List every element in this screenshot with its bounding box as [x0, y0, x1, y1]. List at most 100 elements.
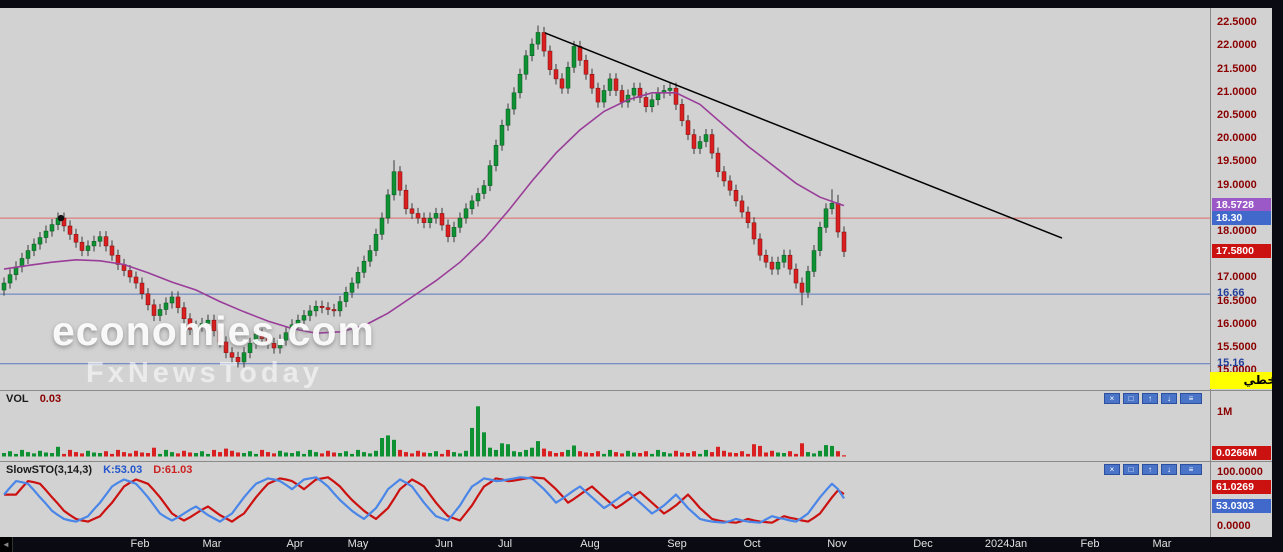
candle-body [259, 333, 265, 339]
stochastic-chart[interactable] [0, 462, 1210, 537]
volume-bar [626, 450, 630, 457]
volume-bar [38, 450, 42, 457]
volume-bar [254, 453, 258, 457]
candle-body [457, 217, 463, 228]
volume-bar [746, 453, 750, 457]
volume-panel-value: 0.03 [39, 393, 62, 405]
time-axis-month: Aug [580, 538, 600, 550]
candle-body [85, 245, 91, 251]
candle-body [133, 276, 139, 284]
volume-bar [566, 449, 570, 457]
candle-body [199, 323, 205, 327]
candle-body [607, 78, 613, 91]
candle-body [547, 50, 553, 70]
candle-body [421, 217, 427, 223]
candle-body [517, 73, 523, 94]
volume-bar [644, 451, 648, 457]
sto-axis-bottom-label: 0.0000 [1217, 520, 1251, 532]
time-axis-month: Jun [435, 538, 453, 550]
candle-body [253, 333, 259, 344]
volume-bar [20, 449, 24, 457]
menu-icon[interactable]: ≡ [1180, 464, 1202, 475]
volume-bar [44, 452, 48, 457]
price-badge: 18.5728 [1212, 198, 1271, 212]
arrow-up-icon[interactable]: ↑ [1142, 393, 1158, 404]
candle-body [37, 237, 43, 245]
time-axis-month: Mar [202, 538, 222, 550]
scale-toggle-button[interactable]: خطي [1210, 372, 1283, 389]
price-tick-label: 19.5000 [1217, 155, 1257, 167]
volume-bar [542, 448, 546, 457]
volume-bar [206, 453, 210, 457]
volume-bar [194, 453, 198, 457]
candle-body [355, 272, 361, 284]
close-icon[interactable]: × [1104, 464, 1120, 475]
volume-bar [578, 451, 582, 457]
volume-panel[interactable]: VOL 0.03 × □ ↑ ↓ ≡ [0, 390, 1210, 461]
volume-bar [230, 450, 234, 457]
volume-bar [608, 449, 612, 457]
volume-bar [476, 406, 480, 457]
volume-bar [710, 452, 714, 457]
arrow-down-icon[interactable]: ↓ [1161, 464, 1177, 475]
candle-body [775, 261, 781, 270]
candle-body [367, 250, 373, 262]
candle-body [391, 171, 397, 196]
close-icon[interactable]: × [1104, 393, 1120, 404]
volume-bar [494, 449, 498, 457]
candle-body [439, 213, 445, 226]
volume-bar [452, 452, 456, 457]
candle-body [811, 250, 817, 272]
volume-bar [632, 452, 636, 457]
price-chart-panel[interactable]: economies.com FxNewsToday [0, 8, 1210, 390]
time-axis-month: Dec [913, 538, 933, 550]
stochastic-panel-buttons: × □ ↑ ↓ ≡ [1104, 464, 1202, 475]
stochastic-panel-title: SlowSTO(3,14,3) [6, 464, 92, 476]
candle-body [787, 254, 793, 270]
candle-body [295, 319, 301, 326]
maximize-icon[interactable]: □ [1123, 393, 1139, 404]
price-tick-label: 20.5000 [1217, 109, 1257, 121]
volume-bar [488, 447, 492, 457]
candle-body [655, 92, 661, 101]
maximize-icon[interactable]: □ [1123, 464, 1139, 475]
volume-bar [782, 453, 786, 457]
candle-body [571, 46, 577, 68]
scroll-left-button[interactable]: ◄ [0, 537, 13, 552]
volume-bar [128, 453, 132, 457]
volume-bar [62, 453, 66, 457]
candle-body [379, 217, 385, 235]
candle-body [691, 134, 697, 149]
arrow-up-icon[interactable]: ↑ [1142, 464, 1158, 475]
volume-bar [620, 453, 624, 457]
time-axis[interactable]: ◄ Feb Mar Apr May Jun Jul Aug Sep Oct Nov Dec 2024J… [0, 537, 1283, 552]
volume-bar [158, 453, 162, 457]
candle-body [211, 319, 217, 332]
volume-badge: 0.0266M [1212, 446, 1271, 460]
volume-bar [260, 449, 264, 457]
volume-bar [830, 445, 834, 457]
candle-body [649, 99, 655, 107]
time-axis-month: Feb [1080, 538, 1100, 550]
volume-panel-title: VOL [6, 393, 29, 405]
volume-bar [812, 453, 816, 457]
candlestick-chart[interactable] [0, 8, 1210, 390]
volume-chart[interactable] [0, 391, 1210, 461]
volume-bar [656, 449, 660, 457]
candle-body [469, 200, 475, 210]
price-tick-label: 20.0000 [1217, 132, 1257, 144]
candle-body [793, 268, 799, 284]
candle-body [601, 90, 607, 103]
trend-line[interactable] [544, 32, 1063, 239]
volume-bar [332, 452, 336, 457]
volume-bar [836, 451, 840, 457]
candle-body [271, 343, 277, 349]
stochastic-panel[interactable]: SlowSTO(3,14,3) K:53.03 D:61.03 × □ ↑ ↓ ≡ [0, 461, 1210, 537]
volume-bar [356, 449, 360, 457]
arrow-down-icon[interactable]: ↓ [1161, 393, 1177, 404]
menu-icon[interactable]: ≡ [1180, 393, 1202, 404]
candle-body [709, 134, 715, 154]
volume-bar [536, 441, 540, 457]
price-tick-label: 21.0000 [1217, 86, 1257, 98]
volume-bar [434, 451, 438, 457]
